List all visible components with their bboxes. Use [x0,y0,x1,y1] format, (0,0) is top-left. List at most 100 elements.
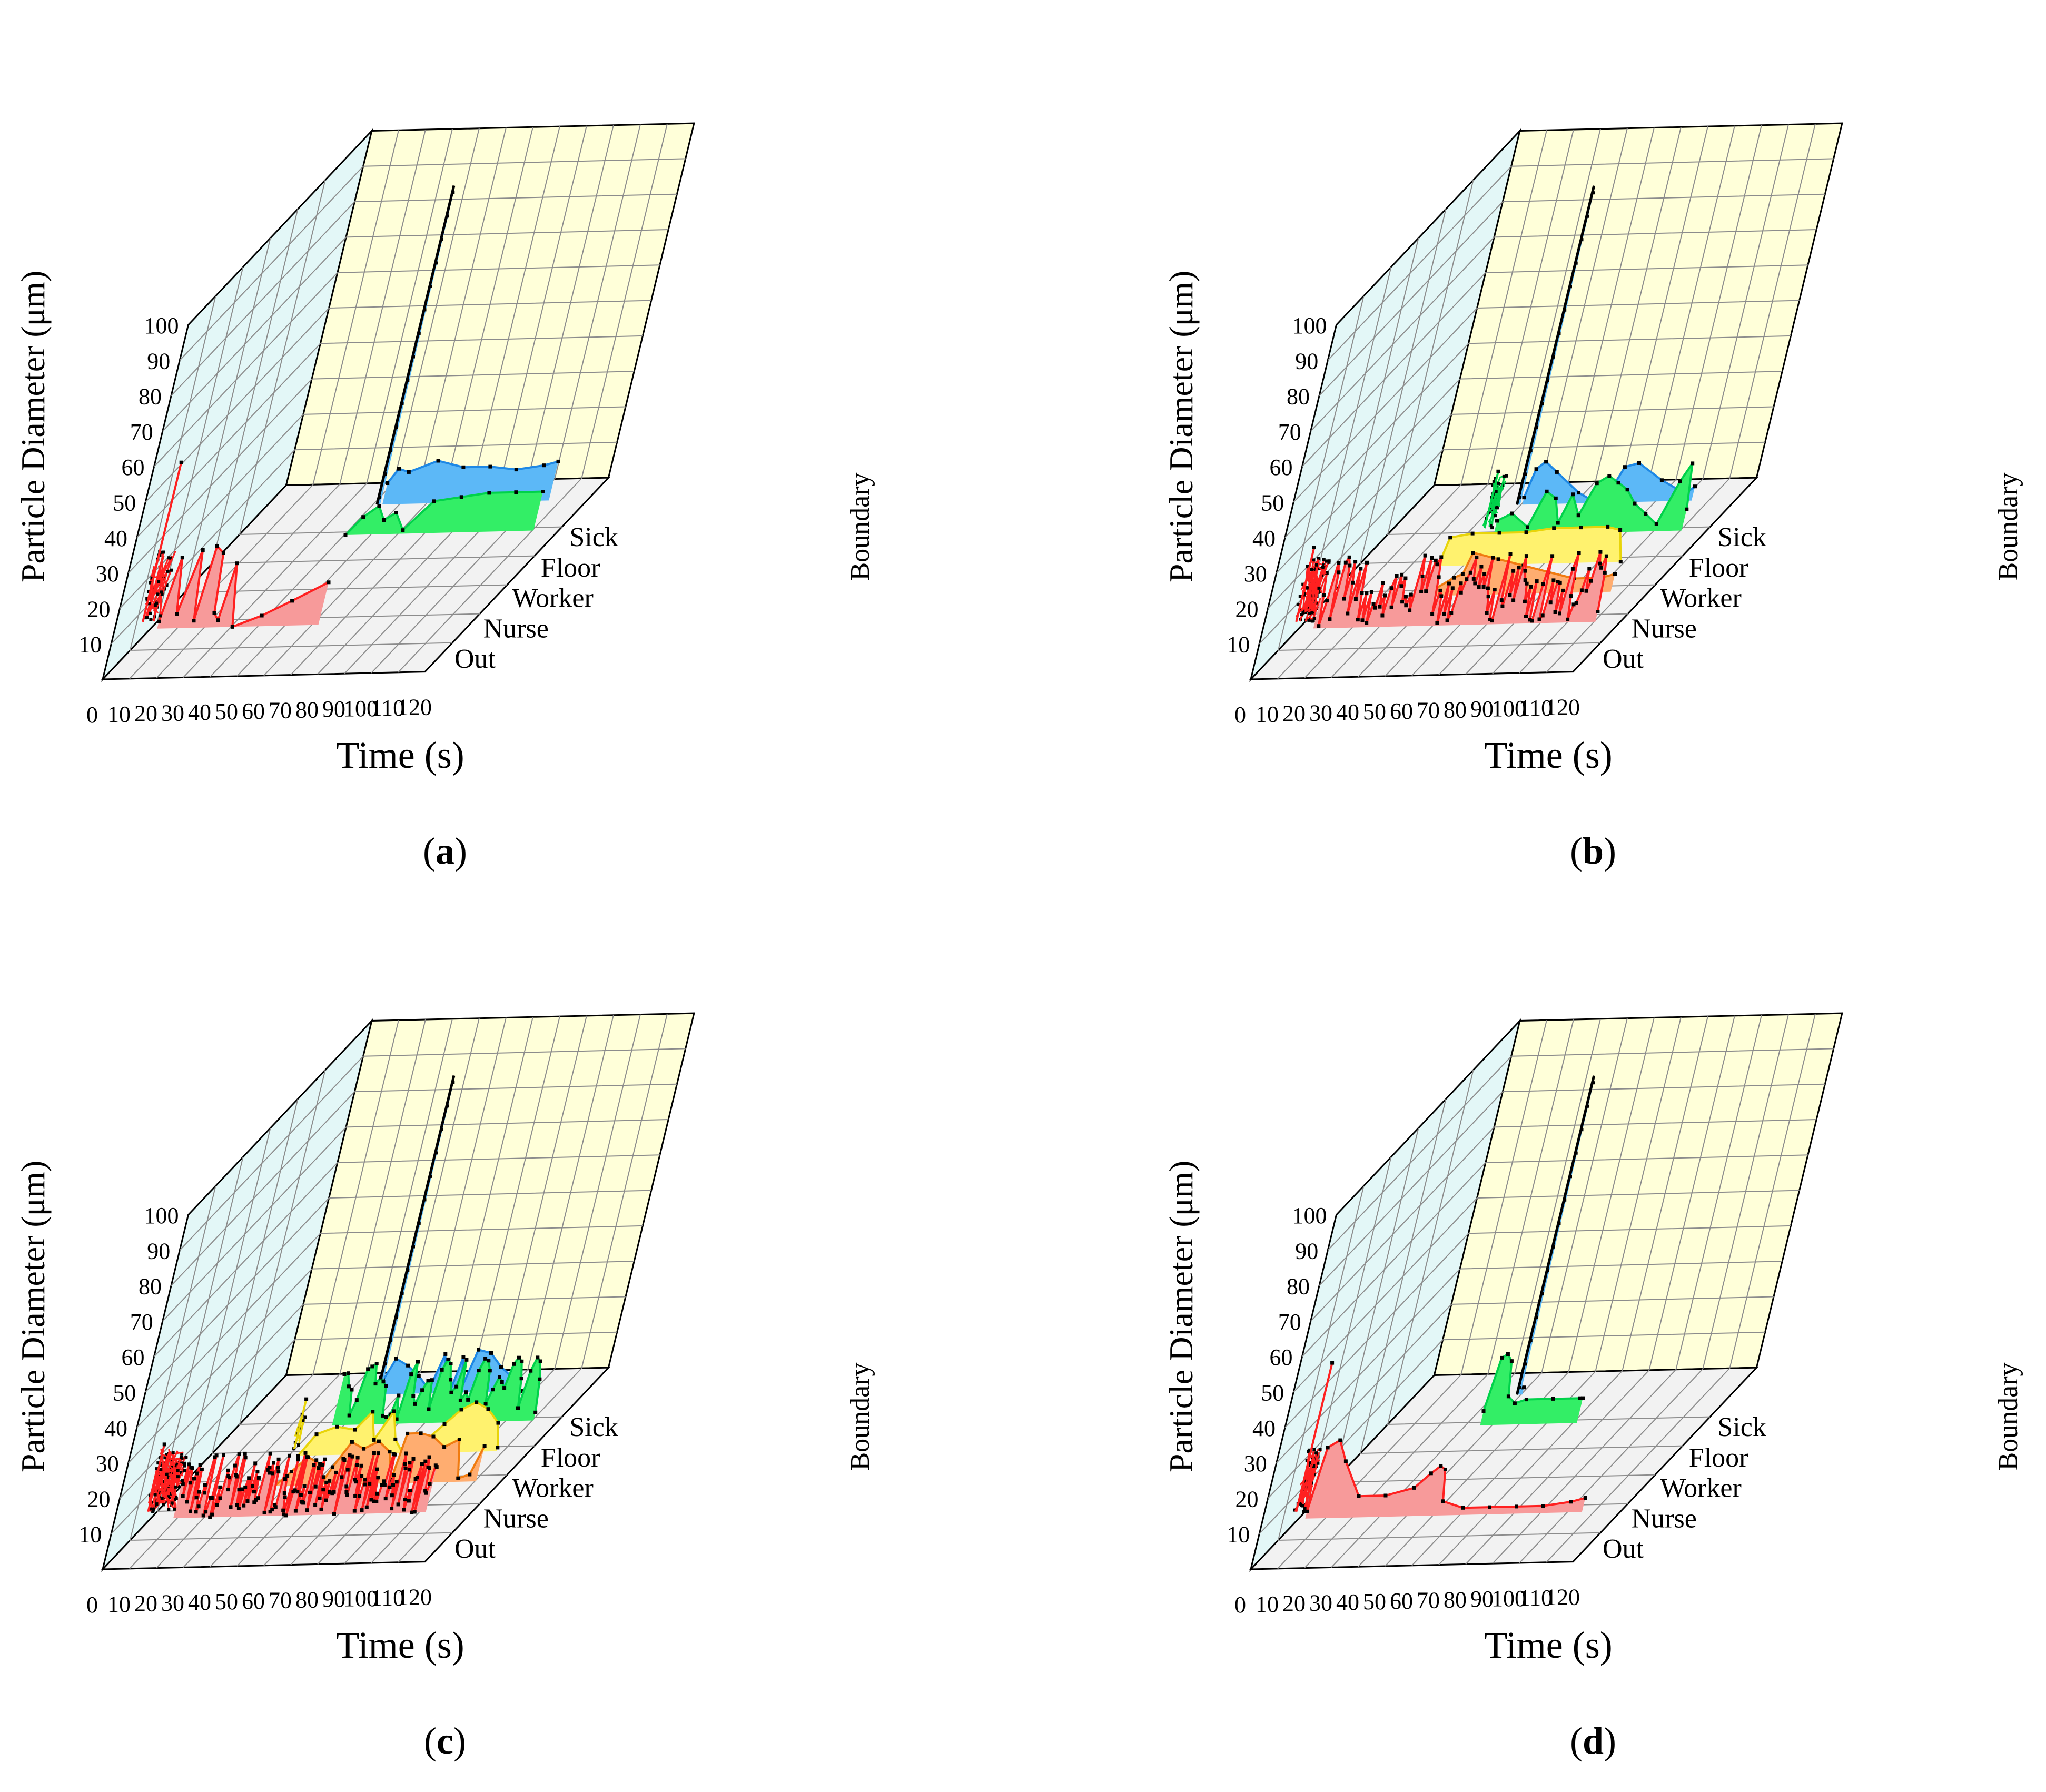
data-point [1308,1461,1311,1464]
data-point [170,568,173,572]
x-tick-label: 50 [215,1589,238,1615]
data-point [1522,496,1526,500]
data-point [1403,576,1408,580]
data-point [430,1378,434,1382]
data-point [1541,1504,1545,1508]
data-point [538,1377,542,1381]
data-point [1365,560,1369,565]
x-axis-title: Time (s) [1484,734,1612,776]
data-point [180,556,184,560]
data-point [147,590,151,593]
noise-segment [157,565,167,586]
data-point [1471,577,1476,581]
data-point [167,1508,171,1511]
data-point [1604,554,1608,558]
data-point [1502,474,1506,478]
data-point [166,569,170,573]
data-point [1490,619,1494,623]
data-point [1574,1151,1578,1155]
gridline-diameter [111,441,617,645]
data-point [147,602,151,606]
data-point [344,1484,349,1489]
data-point [230,625,234,629]
data-point [162,1503,165,1507]
y-axis-title: Particle Diameter (μm) [1162,271,1200,582]
gridline-time [398,124,668,673]
data-point [345,1493,349,1497]
data-point [283,1495,287,1499]
data-point [1540,613,1545,618]
data-point [379,1375,383,1380]
gridline-diameter [1301,1154,1808,1357]
gridline-diameter [1319,1083,1825,1286]
data-point [144,616,147,620]
noise-segment [1316,564,1327,575]
data-point [456,1476,460,1480]
data-point [1325,599,1329,603]
data-point [482,1444,487,1448]
gridline-diameter [162,1119,669,1322]
data-point [404,1451,408,1456]
data-point [157,580,161,583]
data-point [1399,584,1403,588]
x-tick-label: 80 [295,697,319,722]
data-point [165,1453,169,1457]
data-point [1470,531,1475,536]
data-point [382,1483,387,1487]
y-tick-label: 20 [87,1486,111,1512]
data-point [461,1355,466,1359]
x-tick-label: 90 [322,1586,345,1612]
data-point [556,459,560,463]
series-area-floor [1480,1354,1583,1425]
data-point [190,1466,194,1470]
data-point [1310,611,1313,615]
data-point [538,1359,542,1363]
data-point [1524,1398,1528,1402]
series-area-floor [345,491,543,535]
x-tick-label: 20 [1282,1591,1306,1617]
y-tick-label: 70 [130,1309,153,1335]
data-point [323,1457,327,1461]
data-point [374,1362,379,1365]
data-point [1556,580,1560,584]
data-point [377,1439,381,1443]
data-point [153,1504,157,1508]
data-point [397,467,401,471]
data-point [1523,578,1527,582]
data-point [423,1459,428,1463]
data-point [240,1487,244,1491]
data-point [353,1428,357,1432]
data-point [389,449,392,452]
caption-open: ( [423,830,436,872]
data-point [400,1292,404,1295]
data-point [381,1413,384,1418]
data-point [406,1269,410,1272]
boundary-label: Nurse [1632,613,1697,643]
data-point [1310,568,1313,571]
x-tick-label: 40 [1336,1589,1359,1615]
boundary-label: Out [454,1534,496,1564]
z-axis-title: Boundary [1993,1362,2023,1470]
data-point [483,1357,488,1361]
data-point [1546,379,1549,382]
data-point [1508,593,1512,597]
data-point [222,1453,225,1457]
data-point [180,1471,183,1474]
data-point [1551,355,1555,359]
data-point [1580,238,1584,242]
data-point [201,548,205,552]
data-point [1598,550,1603,554]
data-point [520,1359,524,1363]
data-point [1492,480,1496,483]
data-point [1452,576,1456,580]
data-point [1322,563,1326,567]
data-point [1495,490,1498,493]
caption-letter: c [437,1720,453,1762]
data-point [174,1462,178,1466]
data-point [383,1497,388,1501]
y-tick-label: 30 [96,1451,119,1477]
data-point [154,1498,158,1502]
series-area-worker [298,1402,498,1456]
data-point [319,1507,323,1511]
data-point [1420,575,1425,578]
